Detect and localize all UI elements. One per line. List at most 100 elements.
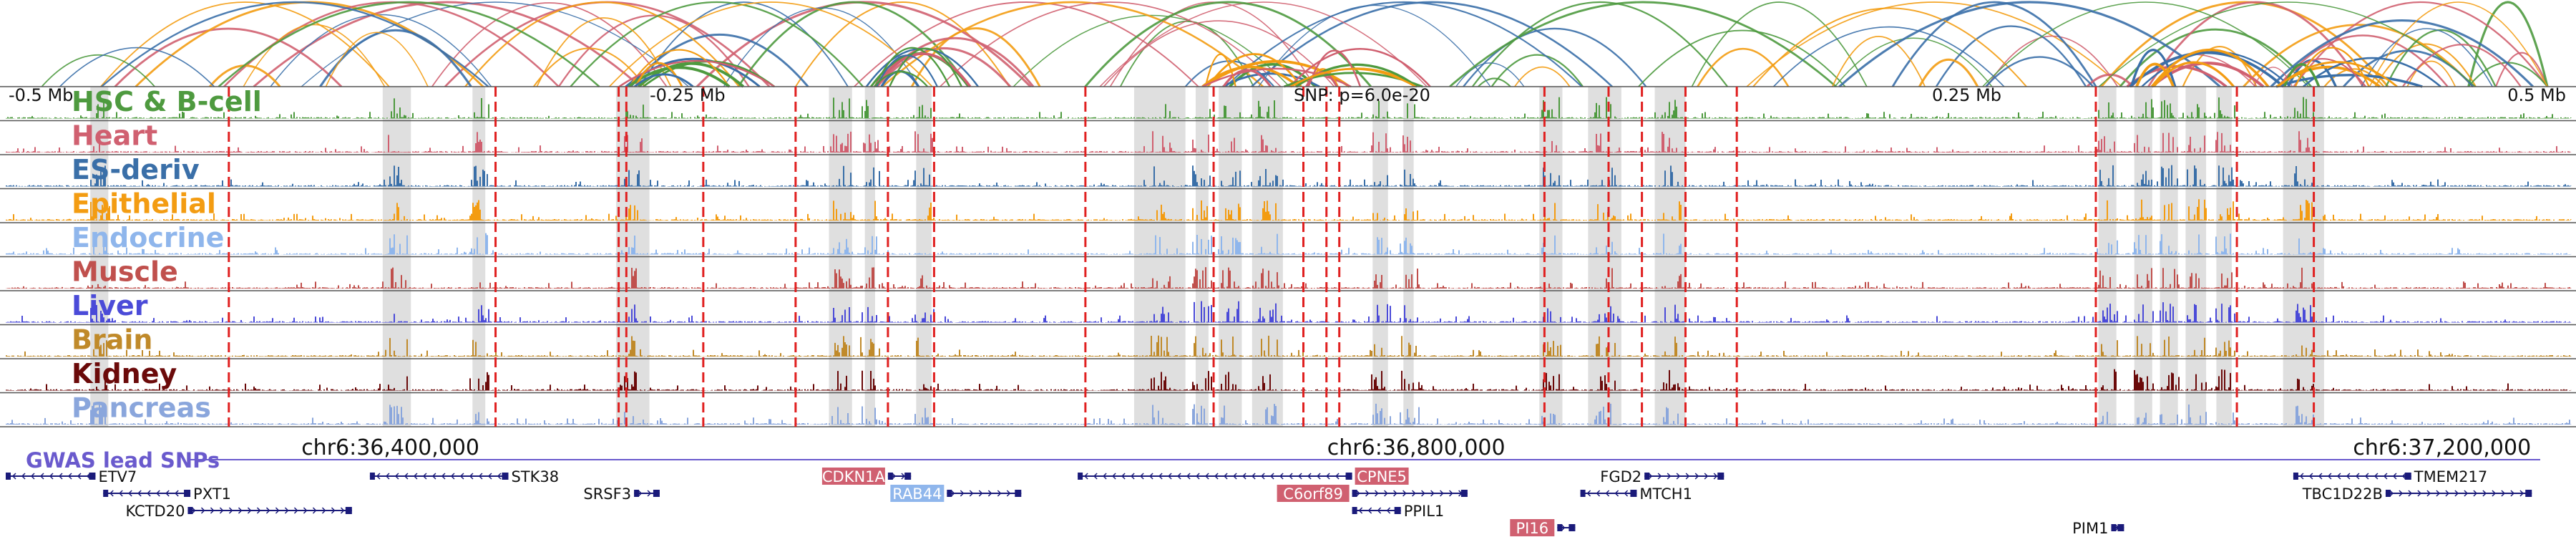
chromatin-arc <box>1229 63 1317 88</box>
strand-chevron <box>1140 473 1144 480</box>
track-3 <box>0 199 2576 223</box>
chromatin-arc <box>1491 54 1584 87</box>
strand-chevron <box>256 507 261 514</box>
strand-chevron <box>413 473 418 480</box>
strand-chevron <box>1375 490 1379 497</box>
strand-chevron <box>997 490 1002 497</box>
track-7 <box>0 335 2576 359</box>
chromatin-arc <box>608 1 933 87</box>
strand-chevron <box>1279 473 1284 480</box>
gene-rab44: RAB44 <box>890 485 1022 503</box>
strand-chevron <box>1121 473 1126 480</box>
chromatin-arc <box>1985 56 2094 87</box>
strand-chevron <box>109 490 114 497</box>
exon <box>947 490 952 497</box>
gene-label: CPNE5 <box>1357 468 1407 485</box>
chromatin-arc <box>1982 1 2309 87</box>
strand-chevron <box>1196 473 1200 480</box>
strand-chevron <box>1421 490 1425 497</box>
chromatin-arc <box>1455 62 1525 87</box>
strand-chevron <box>1326 473 1330 480</box>
track-6 <box>0 301 2576 326</box>
exon <box>2117 524 2124 531</box>
chromatin-arc <box>1514 67 1571 87</box>
chromatin-arc <box>41 54 155 87</box>
strand-chevron <box>422 473 427 480</box>
strand-chevron <box>1440 490 1444 497</box>
chromatin-arc <box>1251 1 1613 87</box>
track-0 <box>0 97 2576 122</box>
gwas-lead-snps-label: GWAS lead SNPs <box>26 448 220 473</box>
strand-chevron <box>2373 473 2379 480</box>
strand-chevron <box>1713 473 1718 480</box>
chromatin-arc <box>1891 1 2097 87</box>
chromatin-arc <box>2323 68 2385 87</box>
strand-chevron <box>1624 490 1629 497</box>
strand-chevron <box>441 473 446 480</box>
track-2 <box>0 165 2576 190</box>
mb-offset-labels: -0.5 Mb -0.25 Mb 0.25 Mb 0.5 Mb <box>9 85 2566 105</box>
exon <box>103 490 109 497</box>
track-4 <box>0 233 2576 258</box>
chromatin-arc <box>639 1 849 87</box>
strand-chevron <box>2399 490 2404 497</box>
snp-pvalue-label: SNP: p=6.0e-20 <box>1294 85 1430 105</box>
chromatin-arc <box>464 1 740 87</box>
strand-chevron <box>1685 473 1690 480</box>
chromatin-arc <box>1746 1 2122 87</box>
chromatin-arc <box>873 70 929 87</box>
chromatin-arc <box>1099 1 1428 87</box>
chromatin-arc <box>1838 1 2221 88</box>
chromatin-arc <box>2361 28 2493 87</box>
strand-chevron <box>1103 473 1107 480</box>
strand-chevron <box>303 507 308 514</box>
strand-chevron <box>1657 473 1662 480</box>
strand-chevron <box>2445 490 2450 497</box>
strand-chevron <box>2355 473 2360 480</box>
strand-chevron <box>1112 473 1116 480</box>
exon <box>887 473 893 480</box>
exon <box>1015 490 1022 497</box>
strand-chevron <box>1430 490 1435 497</box>
gene-label: PXT1 <box>193 485 231 503</box>
exon <box>2404 473 2411 480</box>
strand-chevron <box>1093 473 1098 480</box>
strand-chevron <box>1205 473 1209 480</box>
strand-chevron <box>1168 473 1172 480</box>
gene-kctd20: KCTD20 <box>125 503 352 520</box>
exon <box>1345 473 1352 480</box>
chromatin-loop-arcs <box>41 1 2549 88</box>
strand-chevron <box>2482 490 2487 497</box>
track-label: HSC & B-cell <box>72 86 262 117</box>
exon <box>1644 473 1650 480</box>
track-9 <box>0 403 2576 427</box>
exon <box>184 490 191 497</box>
strand-chevron <box>969 490 974 497</box>
gene-stk38: STK38 <box>369 468 559 485</box>
strand-chevron <box>1412 490 1416 497</box>
chromatin-arc <box>1471 1 1729 87</box>
strand-chevron <box>950 490 955 497</box>
exon <box>634 490 640 497</box>
exon <box>904 473 912 480</box>
chromatin-arc <box>1831 36 1926 87</box>
gene-fgd2: FGD2 <box>1600 468 1724 485</box>
gene-label: TMEM217 <box>2414 468 2487 485</box>
strand-chevron <box>1449 490 1453 497</box>
strand-chevron <box>11 473 16 480</box>
strand-chevron <box>147 490 151 497</box>
strand-chevron <box>175 490 179 497</box>
strand-chevron <box>2510 490 2515 497</box>
strand-chevron <box>901 473 905 480</box>
chromatin-arc <box>431 2 668 87</box>
chromatin-arc <box>1290 67 1417 88</box>
exon <box>653 490 660 497</box>
gene-highlight <box>890 485 945 502</box>
exon <box>2293 473 2298 480</box>
gene-pim1: PIM1 <box>2072 520 2124 537</box>
strand-chevron <box>219 507 224 514</box>
strand-chevron <box>156 490 160 497</box>
strand-chevron <box>58 473 63 480</box>
chromatin-arc <box>1307 49 1362 87</box>
chromatin-arc <box>1084 1 1372 87</box>
